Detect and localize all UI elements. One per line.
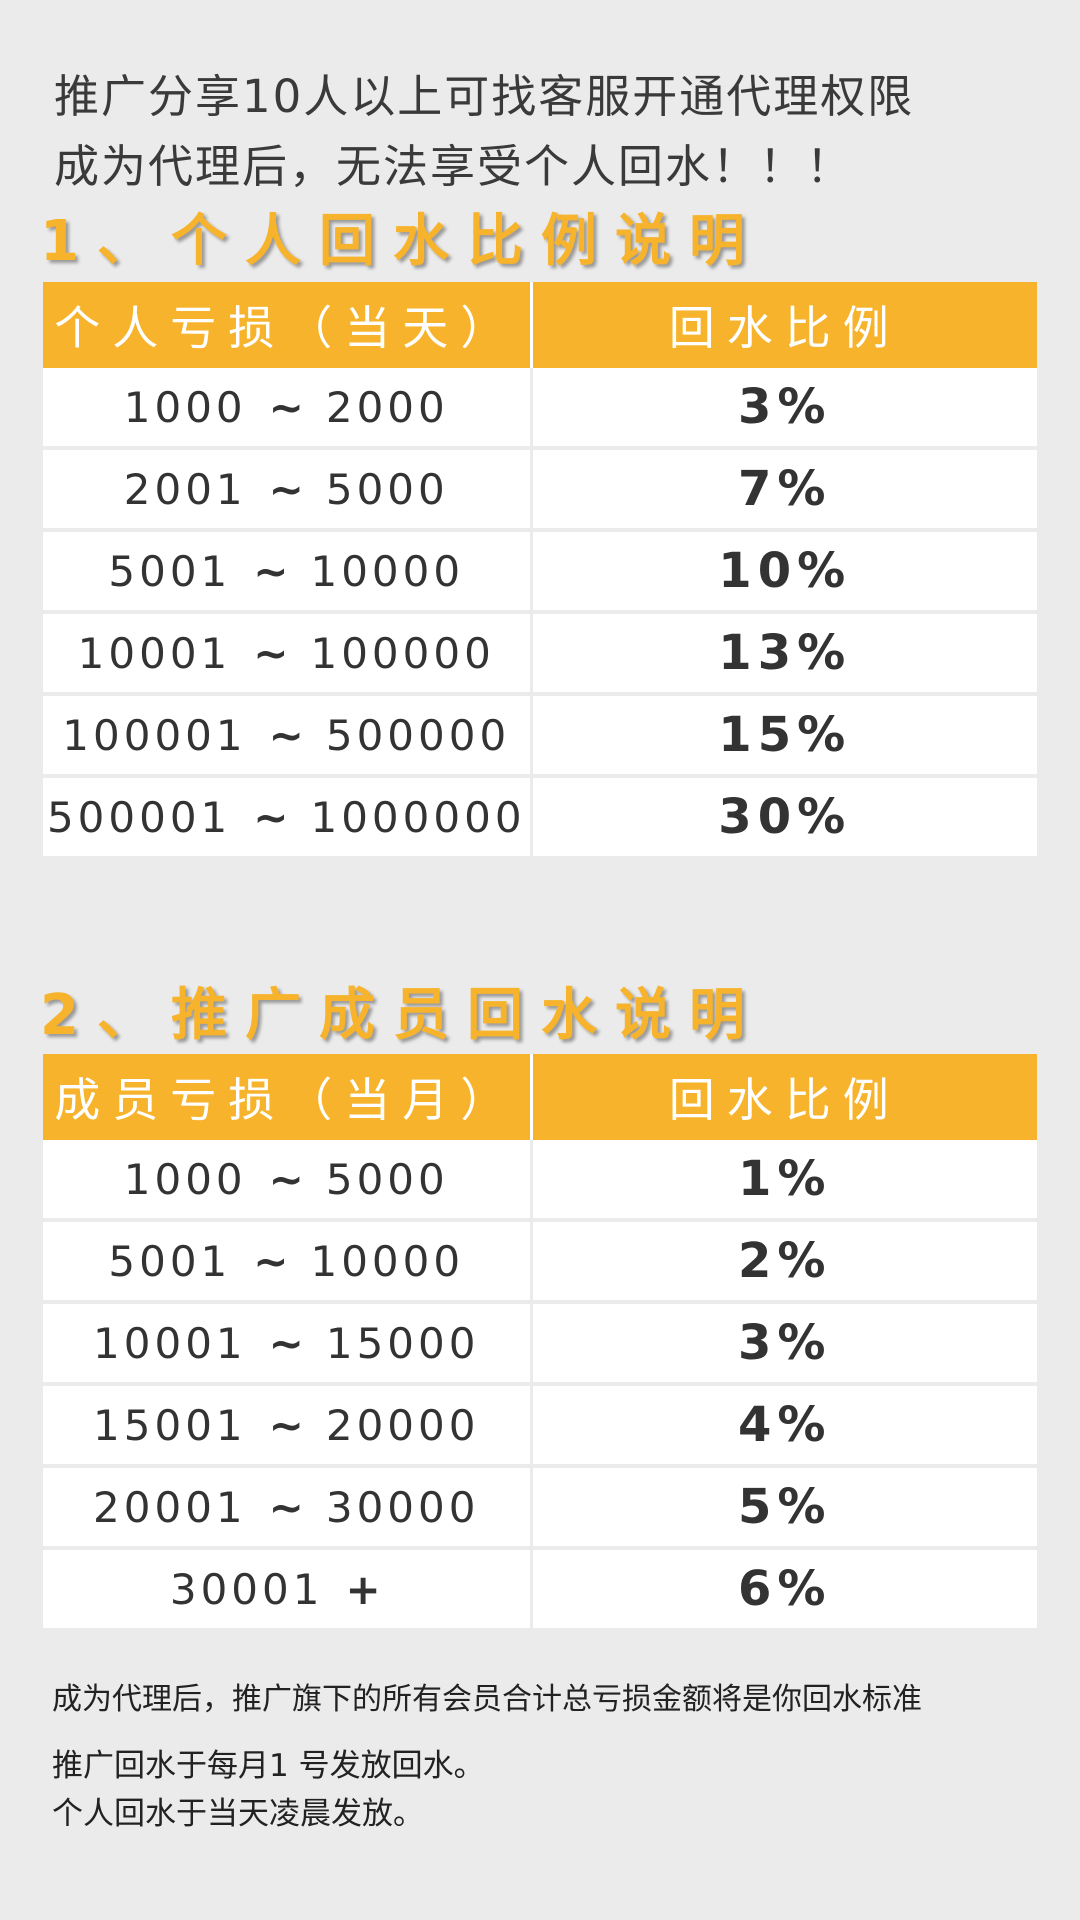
rebate-rate: 10%: [531, 528, 1037, 612]
header-loss: 个人亏损（当天）: [43, 282, 533, 368]
loss-range: 500001 ~1000000: [43, 774, 533, 856]
table-row: 30001 + 6%: [43, 1546, 1037, 1628]
intro-text: 推广分享10人以上可找客服开通代理权限 成为代理后，无法享受个人回水！！！: [54, 62, 1054, 202]
range-to: 30000: [325, 1482, 480, 1532]
range-separator: ~: [268, 1482, 304, 1532]
range-to: 5000: [325, 1154, 449, 1204]
rebate-rate: 7%: [531, 446, 1037, 530]
range-separator: ~: [253, 1236, 289, 1286]
range-from: 20001: [93, 1482, 247, 1532]
rebate-rate: 3%: [531, 368, 1037, 448]
range-separator: ~: [268, 464, 304, 514]
loss-range: 15001 ~20000: [43, 1382, 533, 1466]
note-agent-standard: 成为代理后，推广旗下的所有会员合计总亏损金额将是你回水标准: [52, 1682, 922, 1717]
loss-range: 10001 ~100000: [43, 610, 533, 694]
range-from: 5001: [108, 546, 232, 596]
range-to: 15000: [325, 1318, 480, 1368]
range-to: 5000: [325, 464, 449, 514]
rebate-rate: 13%: [531, 610, 1037, 694]
loss-range: 2001 ~5000: [43, 446, 533, 530]
table-row: 20001 ~30000 5%: [43, 1464, 1037, 1548]
range-from: 15001: [93, 1400, 247, 1450]
range-to: 20000: [325, 1400, 480, 1450]
range-to: 1000000: [310, 792, 526, 842]
personal-rebate-table: 个人亏损（当天） 回水比例 1000 ~2000 3% 2001 ~5000 7% …: [43, 282, 1037, 856]
range-to: 100000: [310, 628, 495, 678]
rebate-rate: 1%: [531, 1140, 1037, 1220]
range-from: 10001: [93, 1318, 247, 1368]
range-separator: ~: [268, 1318, 304, 1368]
table-row: 1000 ~5000 1%: [43, 1140, 1037, 1220]
rebate-rate: 3%: [531, 1300, 1037, 1384]
range-from: 1000: [123, 1154, 247, 1204]
range-separator: ~: [268, 710, 304, 760]
range-from: 2001: [123, 464, 247, 514]
header-rate: 回水比例: [531, 1054, 1037, 1140]
table-row: 1000 ~2000 3%: [43, 368, 1037, 448]
intro-line-1: 推广分享10人以上可找客服开通代理权限: [54, 70, 915, 123]
section-title-members: 2、推广成员回水说明: [40, 983, 763, 1048]
header-loss: 成员亏损（当月）: [43, 1054, 533, 1140]
table-row: 500001 ~1000000 30%: [43, 774, 1037, 856]
footer-notes: 成为代理后，推广旗下的所有会员合计总亏损金额将是你回水标准 推广回水于每月1 号…: [52, 1676, 1052, 1838]
range-from: 1000: [123, 382, 247, 432]
rebate-rate: 6%: [531, 1546, 1037, 1628]
table-header-row: 个人亏损（当天） 回水比例: [43, 282, 1037, 368]
loss-range: 5001 ~10000: [43, 528, 533, 612]
table-row: 15001 ~20000 4%: [43, 1382, 1037, 1466]
range-separator: ~: [253, 628, 289, 678]
intro-line-2: 成为代理后，无法享受个人回水！！！: [54, 140, 854, 193]
range-separator: ~: [253, 546, 289, 596]
note-member-payout: 推广回水于每月1 号发放回水。: [52, 1748, 485, 1784]
table-row: 10001 ~100000 13%: [43, 610, 1037, 694]
rebate-rate: 2%: [531, 1218, 1037, 1302]
range-separator: ~: [268, 1400, 304, 1450]
loss-range: 1000 ~2000: [43, 368, 533, 448]
table-row: 10001 ~15000 3%: [43, 1300, 1037, 1384]
loss-range: 5001 ~10000: [43, 1218, 533, 1302]
range-separator: ~: [268, 1154, 304, 1204]
table-row: 5001 ~10000 10%: [43, 528, 1037, 612]
loss-range: 10001 ~15000: [43, 1300, 533, 1384]
section-title-personal: 1、个人回水比例说明: [40, 209, 763, 274]
table-header-row: 成员亏损（当月） 回水比例: [43, 1054, 1037, 1140]
table-row: 2001 ~5000 7%: [43, 446, 1037, 530]
table-row: 5001 ~10000 2%: [43, 1218, 1037, 1302]
range-from: 30001: [169, 1564, 324, 1614]
range-separator: ~: [268, 382, 304, 432]
range-from: 10001: [77, 628, 232, 678]
loss-range: 100001 ~500000: [43, 692, 533, 776]
range-from: 500001: [46, 792, 232, 842]
table-row: 100001 ~500000 15%: [43, 692, 1037, 776]
loss-range: 30001 +: [43, 1546, 533, 1628]
loss-range: 20001 ~30000: [43, 1464, 533, 1548]
header-rate: 回水比例: [531, 282, 1037, 368]
range-separator: ~: [253, 792, 289, 842]
rebate-rate: 15%: [531, 692, 1037, 776]
range-from: 100001: [62, 710, 247, 760]
range-to: 10000: [310, 546, 465, 596]
range-separator: +: [345, 1564, 381, 1614]
rebate-rate: 30%: [531, 774, 1037, 856]
loss-range: 1000 ~5000: [43, 1140, 533, 1220]
rebate-rate: 4%: [531, 1382, 1037, 1466]
range-to: 500000: [325, 710, 511, 760]
range-from: 5001: [108, 1236, 232, 1286]
rebate-rate: 5%: [531, 1464, 1037, 1548]
range-to: 10000: [310, 1236, 465, 1286]
member-rebate-table: 成员亏损（当月） 回水比例 1000 ~5000 1% 5001 ~10000 2%…: [43, 1054, 1037, 1628]
range-to: 2000: [325, 382, 449, 432]
note-personal-payout: 个人回水于当天凌晨发放。: [52, 1796, 424, 1832]
